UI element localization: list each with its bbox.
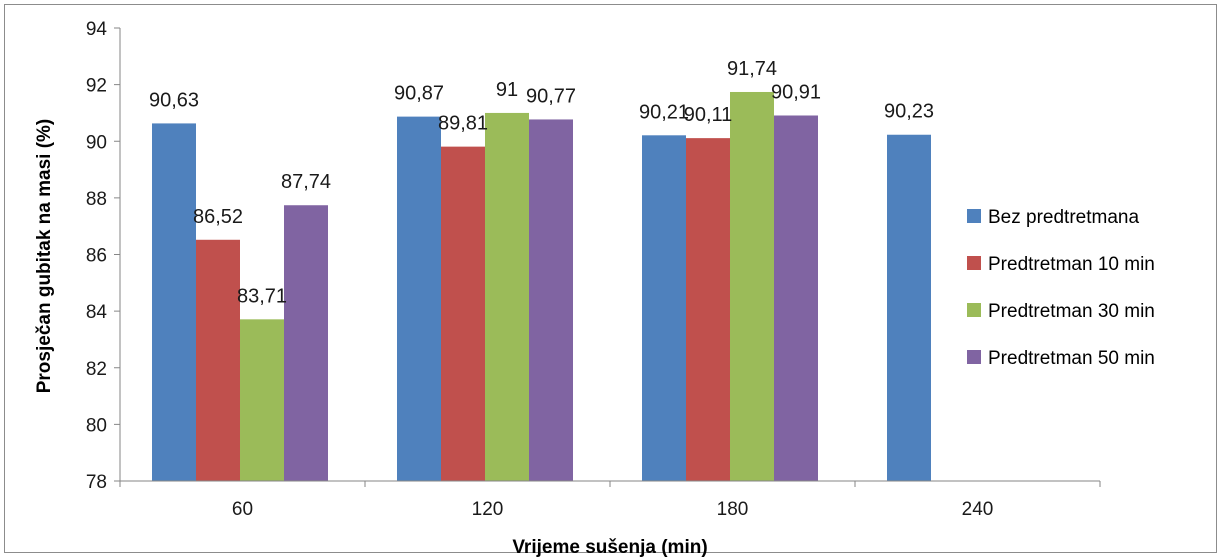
bar [642,135,686,481]
y-axis-ticks: 78 80 82 84 86 88 90 92 94 [86,19,120,493]
bar [196,239,240,481]
y-tick-label: 90 [86,132,107,153]
y-tick-label: 78 [86,472,107,493]
legend-label: Predtretman 50 min [988,348,1155,369]
data-label: 90,11 [684,104,733,126]
legend-label: Predtretman 10 min [988,254,1155,275]
data-label: 90,63 [149,89,199,111]
x-tick-label: 60 [232,499,253,520]
data-label: 87,74 [281,171,331,193]
data-label: 91,74 [727,58,777,80]
data-label: 90,91 [771,81,821,103]
bar [240,319,284,481]
data-label: 90,23 [884,101,934,123]
y-tick-label: 86 [86,246,107,267]
x-axis-ticks: 60 120 180 240 [119,481,1101,520]
y-axis-title: Prosječan gubitak na masi (%) [34,119,55,394]
bar [730,91,774,481]
bars [152,91,931,482]
legend-swatch [967,256,981,270]
bar [774,115,818,481]
y-tick-label: 84 [86,302,108,323]
legend-swatch [967,350,981,364]
legend-label: Predtretman 30 min [988,301,1155,322]
x-axis-title: Vrijeme sušenja (min) [512,537,707,557]
data-labels: 90,63 86,52 83,71 87,74 90,87 89,81 91 90,77 90,… [149,58,934,307]
y-tick-label: 92 [86,76,107,97]
x-tick-label: 120 [472,499,504,520]
legend-label: Bez predtretmana [988,207,1139,228]
bar [887,134,931,481]
bar [686,138,730,481]
data-label: 90,77 [526,85,576,107]
x-tick-label: 240 [962,499,994,520]
bar [441,146,485,481]
data-label: 89,81 [438,113,488,135]
y-tick-label: 88 [86,189,107,210]
data-label: 90,87 [394,83,444,105]
y-tick-label: 82 [86,359,107,380]
data-label: 86,52 [193,206,243,228]
y-tick-label: 80 [86,415,107,436]
data-label: 83,71 [237,285,287,307]
bar [152,123,196,482]
axes [119,28,1100,482]
legend-swatch [967,209,981,223]
x-tick-label: 180 [717,499,749,520]
y-tick-label: 94 [86,19,108,40]
data-label: 91 [496,79,518,101]
bar [284,205,328,481]
legend-swatch [967,303,981,317]
bar [397,116,441,481]
legend: Bez predtretmana Predtretman 10 min Predtr… [967,207,1155,369]
bar [485,112,529,481]
data-label: 90,21 [639,101,689,123]
bar [529,119,573,481]
